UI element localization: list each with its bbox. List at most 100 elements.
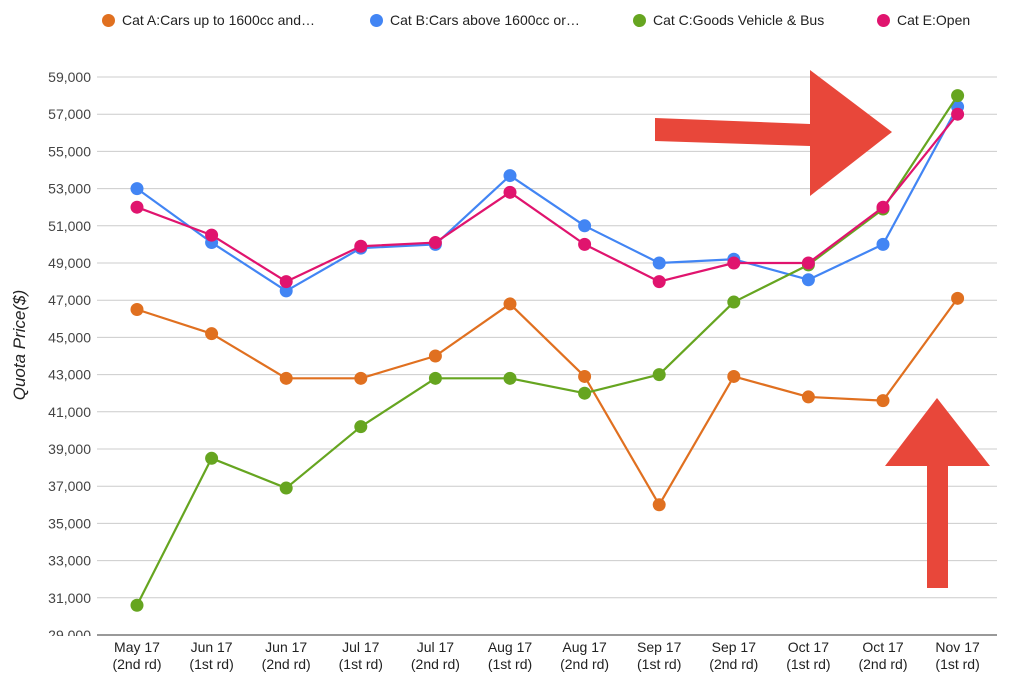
data-point	[578, 386, 592, 400]
data-point	[279, 481, 293, 495]
legend-label-cat-a: Cat A:Cars up to 1600cc and…	[122, 12, 315, 28]
data-point	[279, 275, 293, 289]
x-tick-label: Jun 17	[265, 639, 307, 655]
y-tick-label: 41,000	[48, 404, 91, 420]
series-line-0	[136, 297, 959, 506]
data-point	[951, 291, 965, 305]
data-point	[951, 107, 965, 121]
legend-item-cat-b[interactable]: Cat B:Cars above 1600cc or…	[370, 12, 580, 28]
legend-label-cat-c: Cat C:Goods Vehicle & Bus	[653, 12, 825, 28]
x-tick-label: Oct 17	[862, 639, 903, 655]
data-point	[279, 284, 293, 298]
data-point	[876, 394, 890, 408]
data-point	[503, 297, 517, 311]
series-line-1	[136, 106, 959, 292]
y-tick-label: 55,000	[48, 143, 91, 159]
data-point	[428, 349, 442, 363]
data-point	[652, 498, 666, 512]
data-point	[876, 200, 890, 214]
y-tick-label: 31,000	[48, 590, 91, 606]
data-point	[279, 371, 293, 385]
data-point	[503, 185, 517, 199]
x-tick-sublabel: (1st rd)	[189, 656, 233, 672]
y-tick-label: 47,000	[48, 292, 91, 308]
x-tick-label: Aug 17	[562, 639, 607, 655]
data-point	[428, 236, 442, 250]
data-point	[503, 169, 517, 183]
data-point	[578, 237, 592, 251]
data-point	[801, 273, 815, 287]
y-tick-label: 59,000	[48, 69, 91, 85]
data-point	[578, 219, 592, 233]
x-tick-label: Nov 17	[935, 639, 980, 655]
x-tick-sublabel: (2nd rd)	[858, 656, 907, 672]
data-point	[205, 327, 219, 341]
data-point	[130, 303, 144, 316]
data-point	[652, 275, 666, 289]
legend-swatch-cat-b	[370, 13, 383, 27]
data-point	[727, 295, 741, 309]
x-tick-label: Jul 17	[342, 639, 380, 655]
y-tick-label: 53,000	[48, 181, 91, 197]
data-point	[652, 368, 666, 382]
data-point	[130, 598, 144, 612]
x-tick-sublabel: (1st rd)	[786, 656, 830, 672]
y-tick-label: 49,000	[48, 255, 91, 271]
legend: Cat A:Cars up to 1600cc and… Cat B:Cars …	[0, 12, 1024, 40]
legend-swatch-cat-c	[633, 13, 646, 27]
x-tick-sublabel: (2nd rd)	[112, 656, 161, 672]
data-point	[727, 256, 741, 270]
x-tick-label: Jul 17	[417, 639, 455, 655]
legend-swatch-cat-e	[877, 13, 890, 27]
x-tick-sublabel: (1st rd)	[488, 656, 532, 672]
y-tick-label: 37,000	[48, 478, 91, 494]
legend-swatch-cat-a	[102, 13, 115, 27]
legend-label-cat-b: Cat B:Cars above 1600cc or…	[390, 12, 580, 28]
data-point	[578, 369, 592, 383]
y-tick-label: 33,000	[48, 553, 91, 569]
x-tick-label: Jun 17	[191, 639, 233, 655]
data-point	[130, 200, 144, 214]
data-point	[130, 182, 144, 196]
legend-item-cat-c[interactable]: Cat C:Goods Vehicle & Bus	[633, 12, 824, 28]
data-point	[727, 369, 741, 383]
data-point	[652, 256, 666, 270]
x-tick-label: Oct 17	[788, 639, 829, 655]
y-tick-label: 39,000	[48, 441, 91, 457]
legend-label-cat-e: Cat E:Open	[897, 12, 971, 28]
annotation-arrow-right	[655, 70, 892, 196]
x-tick-sublabel: (2nd rd)	[262, 656, 311, 672]
data-point	[801, 256, 815, 270]
data-point	[951, 89, 965, 103]
data-point	[205, 228, 219, 242]
x-tick-sublabel: (1st rd)	[935, 656, 979, 672]
x-tick-sublabel: (2nd rd)	[560, 656, 609, 672]
x-tick-label: Sep 17	[712, 639, 757, 655]
y-tick-label: 45,000	[48, 329, 91, 345]
legend-item-cat-e[interactable]: Cat E:Open	[877, 12, 970, 28]
y-tick-label: 43,000	[48, 367, 91, 383]
x-tick-label: May 17	[114, 639, 160, 655]
x-tick-sublabel: (1st rd)	[339, 656, 383, 672]
annotation-arrow-up	[885, 398, 990, 588]
y-tick-label: 35,000	[48, 515, 91, 531]
x-tick-sublabel: (2nd rd)	[411, 656, 460, 672]
data-point	[428, 371, 442, 385]
data-point	[205, 451, 219, 465]
legend-item-cat-a[interactable]: Cat A:Cars up to 1600cc and…	[102, 12, 315, 28]
y-tick-label: 29,000	[48, 627, 91, 643]
y-tick-label: 57,000	[48, 106, 91, 122]
data-point	[354, 420, 368, 434]
x-tick-label: Aug 17	[488, 639, 533, 655]
x-tick-sublabel: (2nd rd)	[709, 656, 758, 672]
series-line-3	[136, 113, 959, 283]
x-tick-sublabel: (1st rd)	[637, 656, 681, 672]
data-point	[354, 371, 368, 385]
data-point	[354, 239, 368, 253]
series-line-2	[136, 94, 959, 606]
data-point	[503, 371, 517, 385]
x-tick-label: Sep 17	[637, 639, 682, 655]
data-point	[801, 390, 815, 404]
data-point	[876, 237, 890, 251]
